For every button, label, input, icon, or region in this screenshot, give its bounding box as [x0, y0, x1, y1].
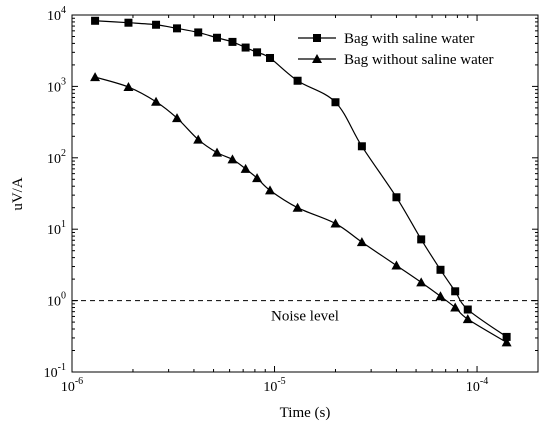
data-point: [293, 76, 302, 85]
data-point: [417, 235, 426, 244]
x-tick-label: 10-4: [466, 376, 488, 395]
data-point: [152, 20, 161, 29]
x-axis: 10-6 10-5 10-4: [61, 15, 488, 395]
data-point: [435, 291, 446, 301]
data-point: [213, 33, 222, 42]
legend-label: Bag with saline water: [344, 31, 474, 47]
data-point: [266, 53, 275, 62]
legend-label: Bag without saline water: [344, 52, 494, 68]
legend: Bag with saline water Bag without saline …: [298, 31, 494, 68]
y-tick-label: 104: [47, 5, 66, 24]
series-without-saline: [90, 72, 512, 347]
data-point: [212, 147, 223, 157]
legend-item: Bag without saline water: [298, 52, 494, 68]
data-point: [392, 193, 401, 202]
y-tick-label: 100: [47, 291, 66, 310]
data-point: [462, 314, 473, 324]
data-point: [172, 113, 183, 123]
data-point: [90, 72, 101, 82]
data-point: [356, 237, 367, 247]
y-tick-label: 103: [47, 76, 66, 95]
noise-level-label: Noise level: [271, 309, 339, 325]
y-axis: 10-1 100 101 102 103 104: [44, 5, 538, 381]
data-point: [253, 48, 262, 57]
x-axis-title: Time (s): [280, 405, 331, 421]
data-point: [265, 185, 276, 195]
plot-frame: [71, 14, 539, 373]
data-point: [91, 16, 100, 25]
data-point: [502, 332, 511, 341]
data-point: [357, 142, 366, 151]
data-point: [228, 37, 237, 46]
series-with-saline: [91, 16, 511, 341]
data-point: [252, 173, 263, 183]
x-tick-label: 10-6: [61, 376, 83, 395]
legend-marker: [313, 34, 321, 42]
y-tick-label: 10-1: [44, 362, 66, 381]
data-point: [416, 277, 427, 287]
data-point: [463, 305, 472, 314]
data-point: [124, 18, 133, 27]
data-point: [292, 202, 303, 212]
data-point: [241, 43, 250, 52]
series-line: [95, 20, 507, 338]
y-axis-title: uV/A: [10, 177, 26, 211]
x-tick-label: 10-5: [263, 376, 285, 395]
data-point: [331, 98, 340, 107]
data-point: [436, 265, 445, 274]
series-layer: [90, 16, 512, 347]
legend-item: Bag with saline water: [298, 31, 474, 47]
data-point: [451, 287, 460, 296]
data-point: [330, 218, 341, 228]
data-point: [227, 154, 238, 164]
legend-marker: [312, 54, 322, 63]
data-point: [151, 96, 162, 106]
data-point: [123, 82, 134, 92]
data-point: [501, 337, 512, 347]
data-point: [173, 24, 182, 33]
data-point: [240, 163, 251, 173]
data-point: [391, 260, 402, 270]
y-tick-label: 101: [47, 219, 66, 238]
y-tick-label: 102: [47, 148, 66, 167]
data-point: [194, 28, 203, 37]
data-point: [450, 302, 461, 312]
data-point: [193, 134, 204, 144]
